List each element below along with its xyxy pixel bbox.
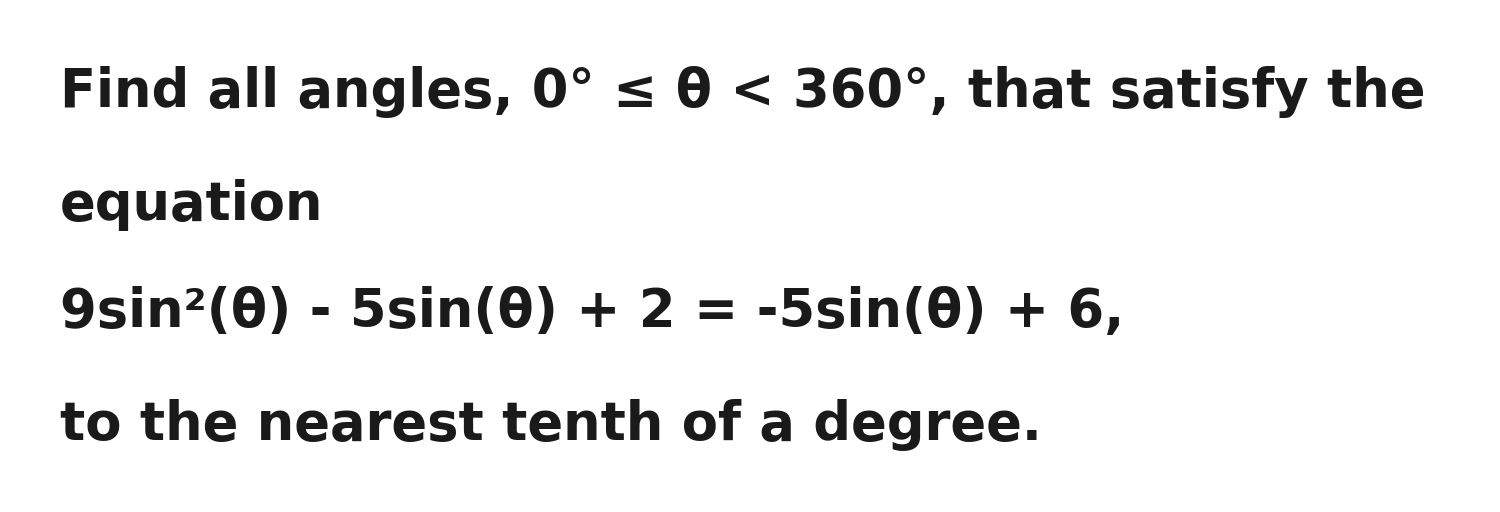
Text: to the nearest tenth of a degree.: to the nearest tenth of a degree. [60,399,1042,451]
Text: equation: equation [60,179,324,231]
Text: 9sin²(θ) - 5sin(θ) + 2 = -5sin(θ) + 6,: 9sin²(θ) - 5sin(θ) + 2 = -5sin(θ) + 6, [60,286,1125,338]
Text: Find all angles, 0° ≤ θ < 360°, that satisfy the: Find all angles, 0° ≤ θ < 360°, that sat… [60,66,1425,118]
